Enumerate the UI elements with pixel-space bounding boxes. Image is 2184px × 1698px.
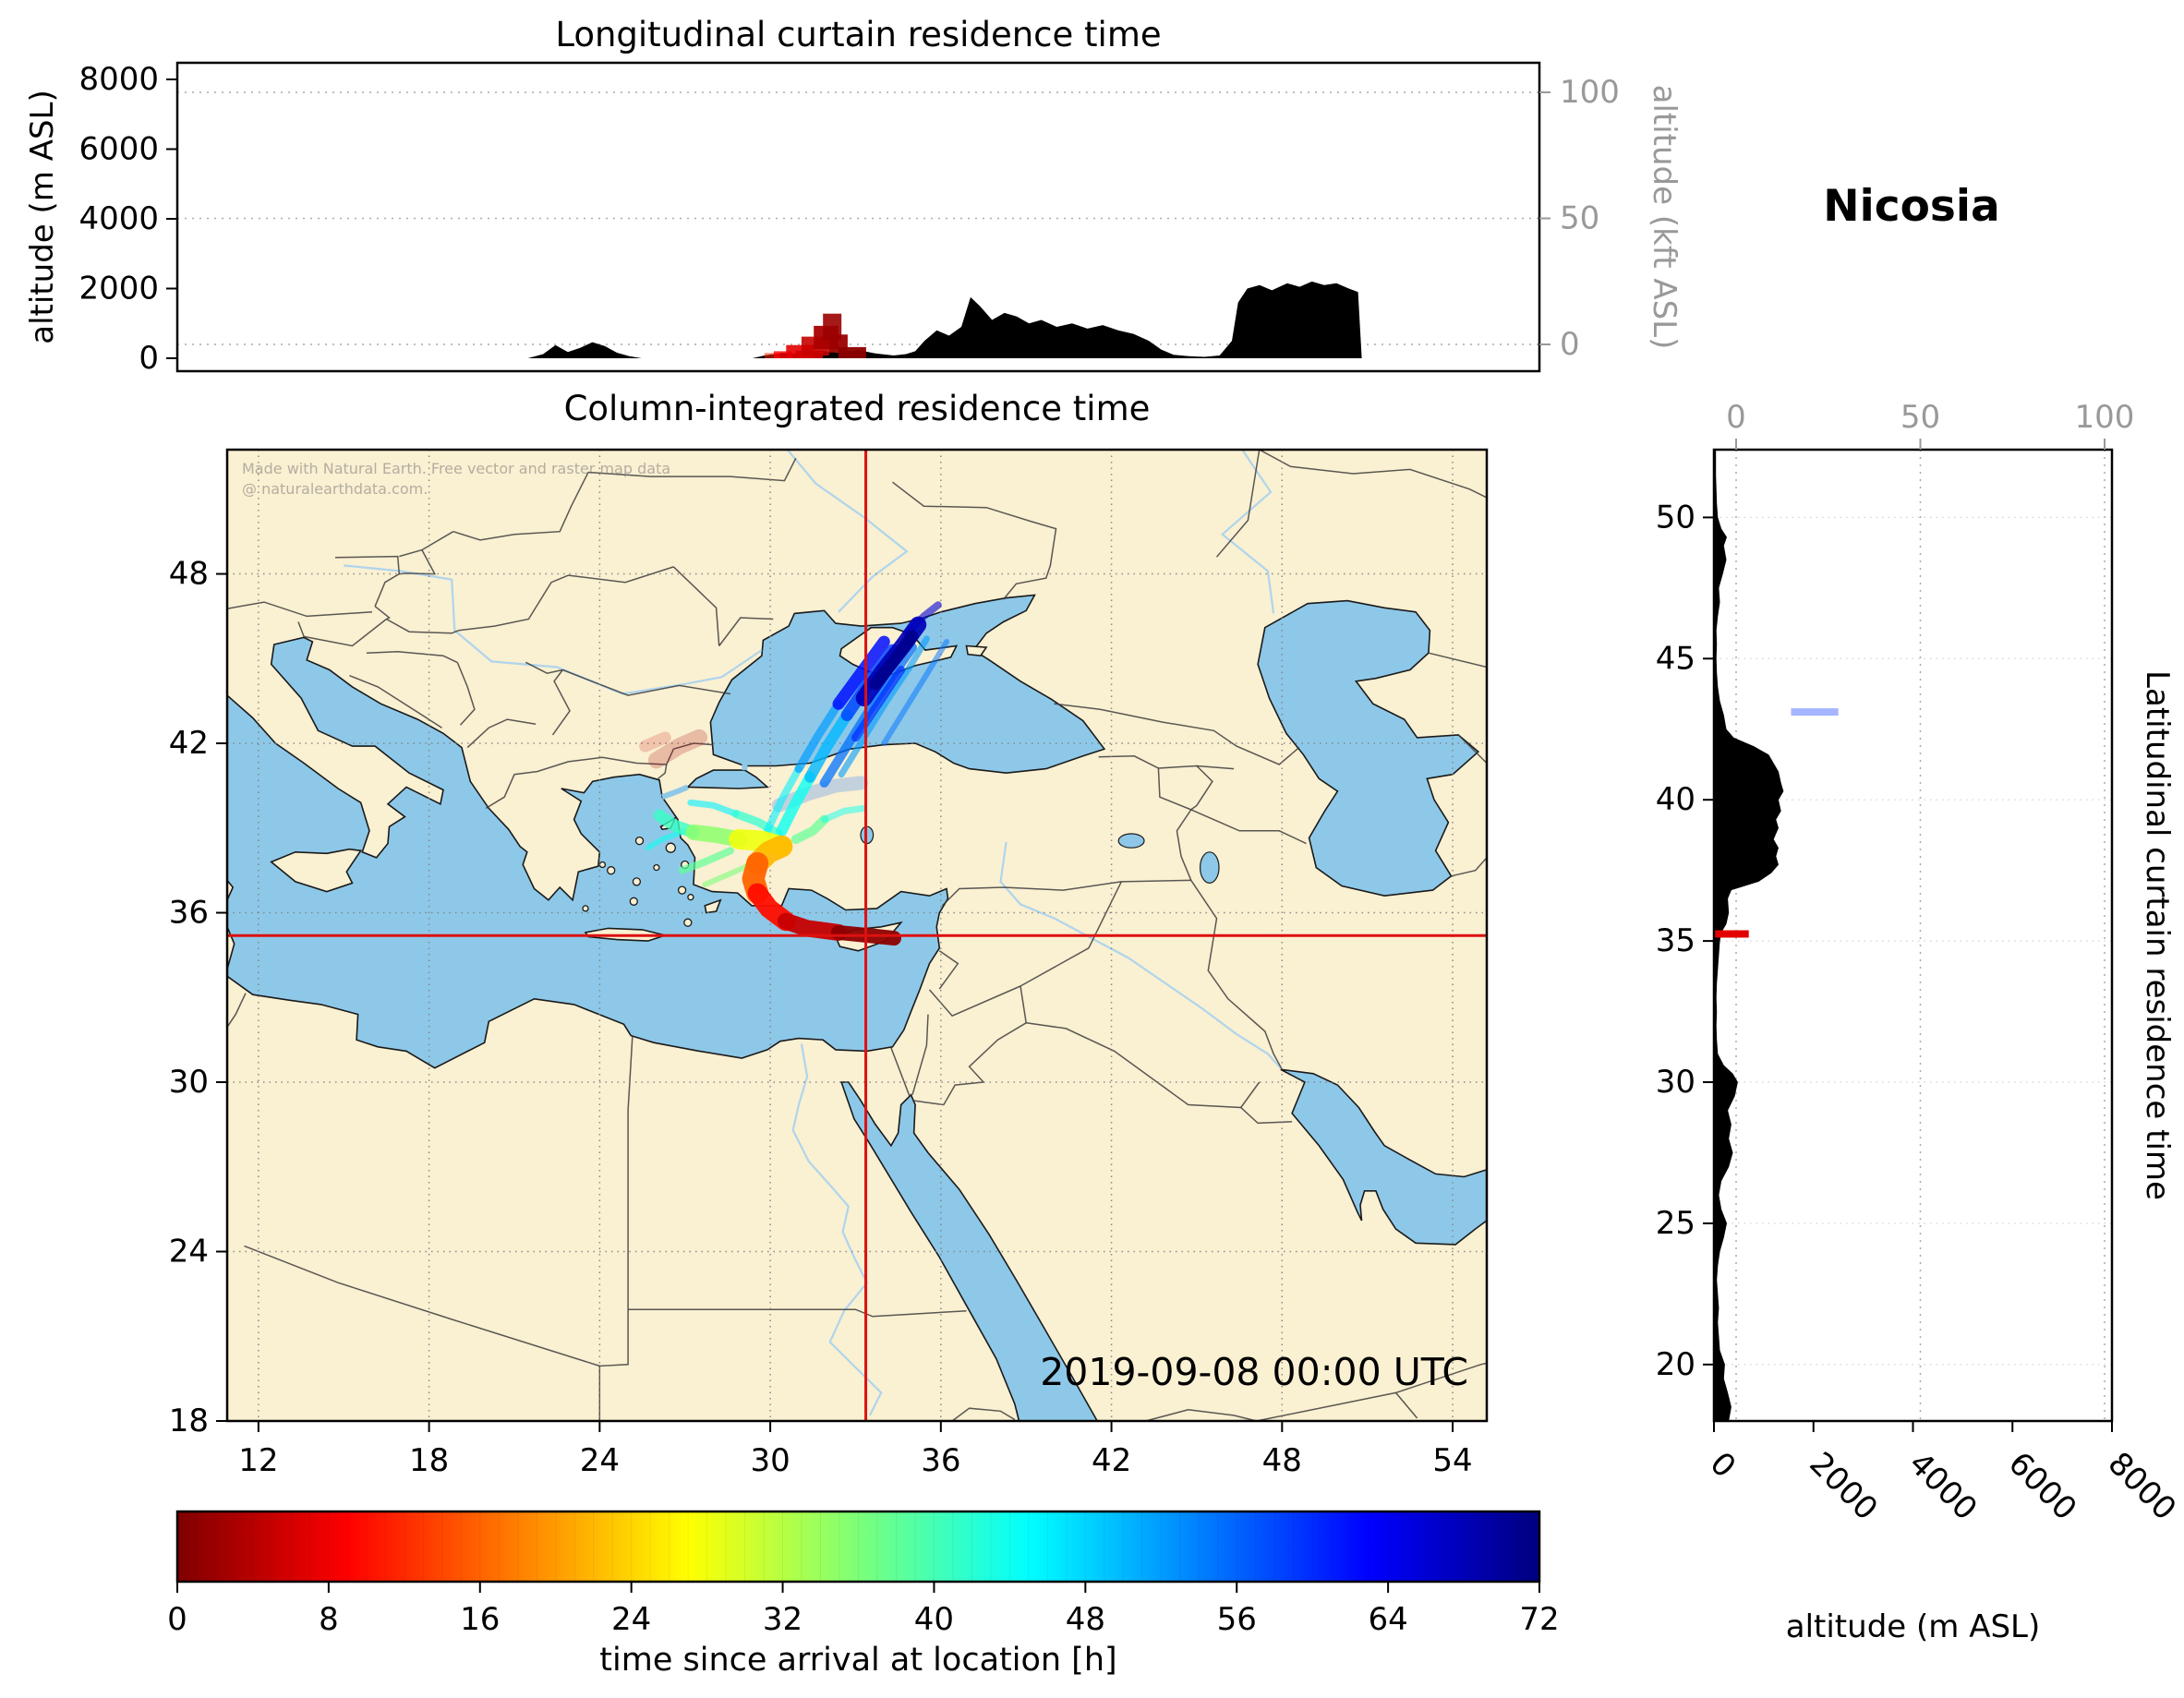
svg-text:32: 32 [763, 1601, 802, 1638]
map-date-label: 2019-09-08 00:00 UTC [1040, 1350, 1468, 1394]
svg-text:0: 0 [1560, 326, 1580, 363]
svg-text:54: 54 [1432, 1442, 1472, 1479]
svg-text:100: 100 [1560, 74, 1620, 111]
svg-text:30: 30 [169, 1064, 209, 1101]
svg-text:20: 20 [1656, 1346, 1695, 1383]
svg-text:6000: 6000 [2001, 1445, 2083, 1527]
svg-text:35: 35 [1656, 922, 1695, 959]
svg-text:48: 48 [1066, 1601, 1105, 1638]
latitudinal-terrain [1714, 450, 1784, 1421]
svg-text:50: 50 [1656, 499, 1695, 536]
svg-text:30: 30 [750, 1442, 790, 1479]
taman [965, 644, 988, 657]
svg-text:42: 42 [169, 725, 209, 762]
svg-text:40: 40 [1656, 781, 1695, 818]
colorbar: 0 8 16 24 32 40 48 56 64 72 [167, 1510, 1560, 1638]
map-axes: 12 18 24 30 36 42 48 54 18 24 30 36 42 48 [169, 448, 1489, 1479]
station-title: Nicosia [1823, 181, 2000, 232]
svg-text:64: 64 [1368, 1601, 1407, 1638]
svg-text:40: 40 [914, 1601, 954, 1638]
svg-text:72: 72 [1519, 1601, 1559, 1638]
longitudinal-plume-cell [838, 346, 866, 358]
right-panel-plot: 0 2000 4000 6000 8000 0 50 100 20 25 30 35 40 45 50 [1656, 399, 2183, 1528]
longitudinal-plume-cell [823, 313, 842, 341]
svg-text:2000: 2000 [1802, 1445, 1884, 1527]
svg-text:36: 36 [169, 895, 209, 932]
svg-text:30: 30 [1656, 1064, 1695, 1101]
svg-text:45: 45 [1656, 640, 1695, 677]
right-panel-title: Latitudinal curtain residence time [2139, 670, 2176, 1200]
svg-text:24: 24 [169, 1234, 209, 1270]
sicily [270, 848, 363, 893]
svg-text:56: 56 [1217, 1601, 1257, 1638]
sea-of-marmara [685, 769, 770, 789]
svg-text:0: 0 [167, 1601, 187, 1638]
map-panel-title: Column-integrated residence time [563, 389, 1151, 428]
right-panel-xlabel: altitude (m ASL) [1785, 1608, 2041, 1645]
svg-text:0: 0 [139, 340, 159, 377]
svg-text:24: 24 [611, 1601, 651, 1638]
red-sea [839, 1081, 1099, 1421]
svg-text:8000: 8000 [78, 61, 159, 98]
svg-text:25: 25 [1656, 1205, 1695, 1242]
svg-text:50: 50 [1560, 200, 1599, 237]
latitudinal-plume-cell [1791, 708, 1839, 717]
svg-text:6000: 6000 [78, 131, 159, 168]
svg-text:42: 42 [1092, 1442, 1131, 1479]
caspian-sea [1257, 599, 1480, 897]
svg-text:0: 0 [1703, 1445, 1744, 1486]
tunisia-coast-b [227, 879, 235, 901]
svg-text:8000: 8000 [2101, 1445, 2183, 1527]
svg-text:4000: 4000 [1901, 1445, 1984, 1527]
longitudinal-plume-cell [764, 353, 780, 358]
svg-text:100: 100 [2075, 399, 2135, 436]
map-plume [639, 601, 949, 946]
map-attribution: Made with Natural Earth. Free vector and… [242, 460, 671, 498]
longitudinal-terrain [177, 281, 1539, 358]
longitudinal-plume-cell [773, 351, 792, 358]
svg-text:0: 0 [1726, 399, 1746, 436]
svg-text:24: 24 [580, 1442, 620, 1479]
svg-text:18: 18 [169, 1403, 209, 1439]
top-panel-plot: 0 2000 4000 6000 8000 0 50 100 [78, 61, 1619, 377]
black-sea [709, 594, 1106, 775]
svg-text:48: 48 [169, 556, 209, 593]
svg-text:8: 8 [319, 1601, 339, 1638]
rhodes [704, 898, 722, 914]
persian-gulf [1280, 1068, 1487, 1246]
svg-text:12: 12 [238, 1442, 278, 1479]
map-plot [227, 450, 1487, 1421]
svg-text:4000: 4000 [78, 200, 159, 237]
svg-text:16: 16 [460, 1601, 500, 1638]
top-ylabel-right: altitude (kft ASL) [1646, 84, 1683, 350]
svg-text:50: 50 [1900, 399, 1940, 436]
svg-text:48: 48 [1262, 1442, 1302, 1479]
colorbar-label: time since arrival at location [h] [599, 1642, 1117, 1679]
svg-text:18: 18 [409, 1442, 449, 1479]
top-ylabel-left: altitude (m ASL) [24, 90, 61, 344]
mediterranean-sea [227, 636, 949, 1069]
top-panel-title: Longitudinal curtain residence time [555, 15, 1162, 54]
svg-text:2000: 2000 [78, 271, 159, 307]
latitudinal-plume-cell [1714, 930, 1749, 938]
svg-text:36: 36 [921, 1442, 960, 1479]
